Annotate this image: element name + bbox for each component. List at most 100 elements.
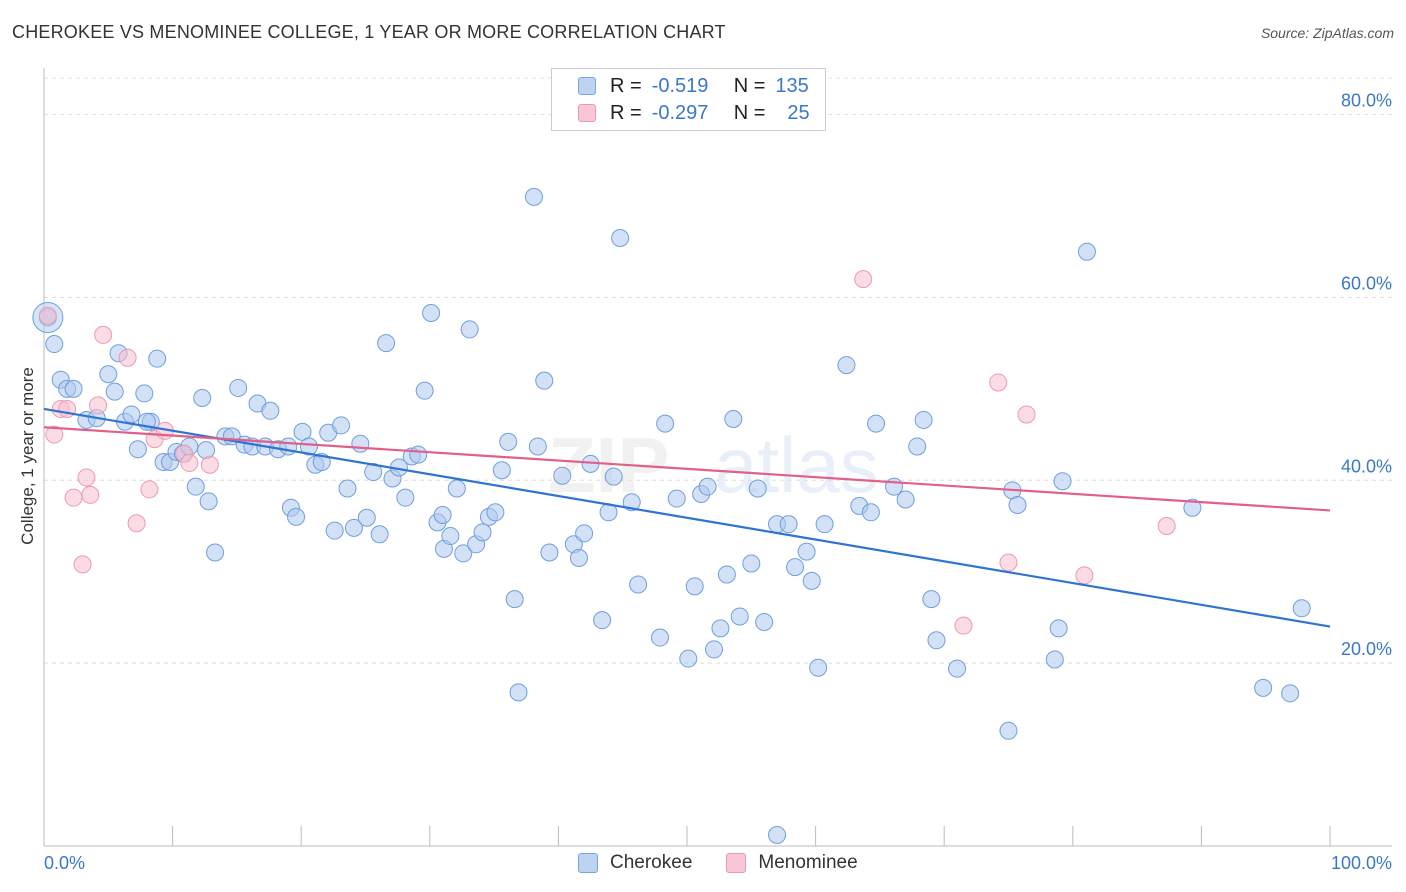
cherokee-point [287, 507, 306, 526]
cherokee-point [604, 467, 623, 486]
cherokee-point [742, 554, 761, 573]
legend-n-label: N = [733, 74, 766, 97]
cherokee-point [768, 826, 787, 845]
cherokee-point [922, 590, 941, 609]
cherokee-point [1045, 650, 1064, 669]
cherokee-point [186, 477, 205, 496]
cherokee-point [473, 523, 492, 542]
menominee-point [118, 348, 137, 367]
cherokee-point [815, 515, 834, 534]
cherokee-point [1008, 495, 1027, 514]
cherokee-point [837, 356, 856, 375]
cherokee-point [611, 229, 630, 247]
cherokee-point [797, 542, 816, 561]
cherokee-point [447, 479, 466, 498]
cherokee-point [622, 493, 641, 512]
menominee-point [854, 270, 873, 289]
cherokee-point [748, 479, 767, 498]
cherokee-point [122, 405, 141, 424]
cherokee-point [717, 565, 736, 584]
y-axis-label: College, 1 year or more [18, 367, 37, 545]
menominee-point [200, 455, 219, 474]
legend-n-value: 135 [775, 74, 809, 97]
legend-n-value: 25 [787, 101, 810, 124]
menominee-point [89, 396, 108, 415]
legend-label-cherokee: Cherokee [610, 852, 693, 873]
cherokee-point [229, 378, 248, 397]
cherokee-point [656, 414, 675, 433]
cherokee-point [370, 525, 389, 544]
trend-lines [43, 407, 1331, 628]
legend-r-label: R = [610, 101, 642, 124]
menominee-swatch [578, 104, 596, 122]
cherokee-point [553, 466, 572, 485]
cherokee-point [679, 649, 698, 668]
cherokee-point [999, 721, 1018, 740]
cherokee-point [499, 432, 518, 451]
cherokee-point [540, 543, 559, 562]
cherokee-point [351, 434, 370, 453]
cherokee-point [575, 524, 594, 543]
menominee-trend-line [43, 426, 1331, 512]
menominee-point [45, 425, 64, 444]
cherokee-point [593, 611, 612, 630]
cherokee-point [711, 619, 730, 638]
cherokee-point [1281, 684, 1300, 703]
cherokee-point [1049, 619, 1068, 638]
cherokee-trend-line [43, 407, 1331, 628]
cherokee-point [377, 334, 396, 353]
menominee-point [989, 373, 1008, 392]
cherokee-point [779, 515, 798, 534]
cherokee-point [1254, 678, 1273, 697]
cherokee-point [705, 640, 724, 659]
cherokee-point [299, 437, 318, 456]
y-tick-label: 40.0% [1341, 456, 1392, 476]
x-tick-label-min: 0.0% [44, 853, 85, 873]
cherokee-point [415, 381, 434, 400]
cherokee-point [261, 401, 280, 420]
cherokee-point [1077, 242, 1096, 261]
cherokee-point [338, 479, 357, 498]
cherokee-point [730, 607, 749, 626]
menominee-point [180, 453, 199, 472]
cherokee-point [896, 490, 915, 509]
cherokee-point [128, 440, 147, 459]
menominee-point [73, 555, 92, 574]
cherokee-point [629, 575, 648, 594]
cherokee-point [45, 335, 64, 354]
cherokee-point [569, 549, 588, 567]
menominee-point [77, 468, 96, 487]
cherokee-point [650, 628, 669, 647]
cherokee-point [524, 187, 543, 206]
cherokee-point [422, 303, 441, 322]
menominee-point [1075, 566, 1094, 585]
menominee-point [999, 553, 1018, 572]
cherokee-point [486, 503, 505, 522]
cherokee-swatch [578, 77, 596, 95]
legend-r-label: R = [610, 74, 642, 97]
menominee-point [140, 480, 159, 499]
cherokee-point [454, 544, 473, 563]
cherokee-point [802, 571, 821, 590]
menominee-point [127, 514, 146, 533]
cherokee-point [409, 445, 428, 464]
correlation-legend: R = -0.519 N = 135 R = -0.297 N = 25 [551, 68, 826, 131]
cherokee-point [908, 437, 927, 456]
legend-item-menominee: Menominee [726, 852, 858, 874]
cherokee-point [206, 543, 225, 562]
x-ticks [172, 826, 1331, 846]
cherokee-point [193, 389, 212, 407]
cherokee-point [441, 527, 460, 546]
cherokee-point [1292, 599, 1311, 618]
legend-r-value: -0.519 [651, 74, 709, 97]
menominee-point [1017, 405, 1036, 424]
menominee-point [954, 616, 973, 635]
cherokee-point [505, 590, 524, 609]
cherokee-point [535, 371, 554, 390]
watermark: ZIP atlas [548, 421, 879, 509]
cherokee-point [492, 461, 511, 480]
menominee-point [1157, 517, 1176, 535]
menominee-point [64, 488, 83, 507]
y-tick-label: 60.0% [1341, 273, 1392, 293]
